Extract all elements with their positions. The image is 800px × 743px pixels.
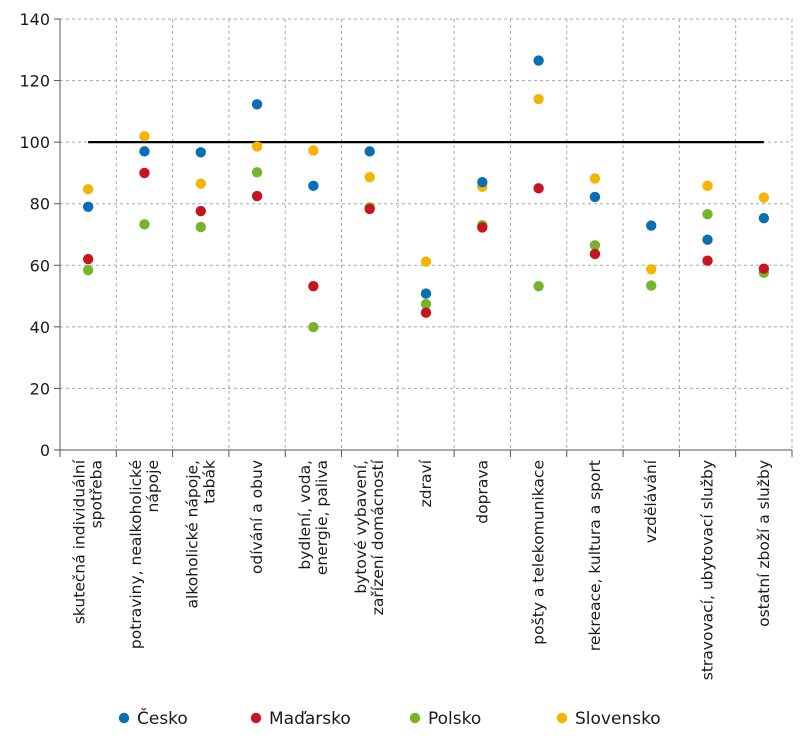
category-label: odívání a obuv [248, 460, 266, 574]
data-point-polsko [195, 221, 206, 233]
category-label: tabák [200, 460, 218, 504]
legend: Česko Maďarsko Polsko Slovensko [118, 707, 661, 729]
legend-marker-polsko [409, 712, 421, 724]
y-tick-label: 20 [30, 379, 50, 398]
y-tick-label: 140 [19, 10, 50, 29]
legend-label: Slovensko [575, 709, 661, 729]
data-point-polsko [533, 281, 544, 292]
data-point-slovensko [308, 145, 319, 156]
data-point-maďarsko [139, 167, 150, 179]
data-point-polsko [702, 208, 713, 220]
data-point-maďarsko [82, 253, 94, 265]
legend-label: Maďarsko [269, 709, 351, 729]
data-point-slovensko [420, 256, 432, 267]
data-point-polsko [251, 167, 263, 178]
data-point-česko [364, 146, 375, 157]
legend-label: Polsko [428, 709, 481, 729]
category-label: alkoholické nápoje, [183, 460, 201, 608]
y-tick-label: 80 [30, 195, 50, 214]
data-point-polsko [308, 321, 319, 333]
y-tick-label: 0 [40, 441, 50, 460]
legend-label: Česko [137, 707, 188, 729]
data-point-česko [82, 201, 94, 212]
data-point-slovensko [702, 180, 713, 192]
y-tick-label: 60 [30, 256, 50, 275]
category-label: nápoje [144, 460, 162, 513]
grid-lines [60, 18, 793, 450]
legend-marker-slovensko [556, 712, 568, 724]
data-points [82, 55, 770, 333]
data-point-polsko [646, 280, 657, 291]
category-label: potraviny, nealkoholické [127, 460, 145, 649]
data-point-maďarsko [702, 255, 713, 266]
category-label: rekreace, kultura a sport [586, 460, 604, 651]
category-label: energie, paliva [313, 460, 331, 575]
category-label: zdraví [417, 459, 435, 507]
data-point-slovensko [533, 93, 544, 105]
data-point-česko [420, 288, 432, 299]
data-point-polsko [82, 265, 94, 276]
data-point-česko [139, 146, 150, 157]
data-point-slovensko [82, 184, 94, 195]
legend-marker-maďarsko [250, 712, 262, 724]
category-label: zařízení domácností [369, 459, 387, 615]
data-point-česko [702, 234, 713, 245]
data-point-slovensko [195, 178, 206, 189]
data-point-maďarsko [533, 183, 544, 194]
data-point-česko [195, 147, 206, 158]
axes [54, 18, 793, 457]
data-point-česko [589, 191, 601, 203]
data-point-slovensko [364, 172, 375, 183]
category-label: vzdělávání [642, 459, 660, 543]
data-point-česko [646, 220, 657, 231]
category-labels: skutečná individuální spotřeba potraviny, … [71, 459, 773, 680]
category-label: doprava [473, 460, 491, 524]
data-point-česko [758, 212, 770, 224]
legend-marker-česko [118, 712, 130, 724]
category-label: ostatní zboží a služby [755, 460, 773, 627]
data-point-maďarsko [308, 281, 319, 292]
category-label: stravovací, ubytovací služby [699, 460, 717, 680]
data-point-česko [533, 55, 544, 66]
data-point-polsko [420, 298, 432, 310]
y-tick-label: 40 [30, 318, 50, 337]
data-point-slovensko [139, 131, 150, 142]
data-point-maďarsko [364, 203, 375, 215]
category-label: bytové vybavení, [352, 460, 370, 594]
category-label: bydlení, voda, [296, 460, 314, 570]
category-label: pošty a telekomunikace [530, 460, 548, 645]
data-point-slovensko [589, 173, 601, 184]
data-point-česko [251, 99, 263, 110]
data-point-česko [477, 176, 488, 188]
y-tick-label: 120 [19, 72, 50, 91]
category-label: skutečná individuální [71, 459, 89, 624]
data-point-maďarsko [195, 205, 206, 217]
data-point-česko [308, 180, 319, 192]
data-point-slovensko [251, 141, 263, 152]
data-point-polsko [589, 240, 601, 251]
data-point-maďarsko [758, 263, 770, 274]
data-point-maďarsko [420, 307, 432, 318]
y-tick-labels: 0 20 40 60 80 100 120 140 [19, 10, 50, 460]
data-point-maďarsko [251, 190, 263, 202]
data-point-maďarsko [477, 222, 488, 233]
data-point-polsko [139, 219, 150, 230]
data-point-slovensko [646, 264, 657, 275]
y-tick-label: 100 [19, 133, 50, 152]
category-label: spotřeba [88, 460, 106, 528]
data-point-maďarsko [589, 248, 601, 260]
data-point-slovensko [758, 192, 770, 203]
